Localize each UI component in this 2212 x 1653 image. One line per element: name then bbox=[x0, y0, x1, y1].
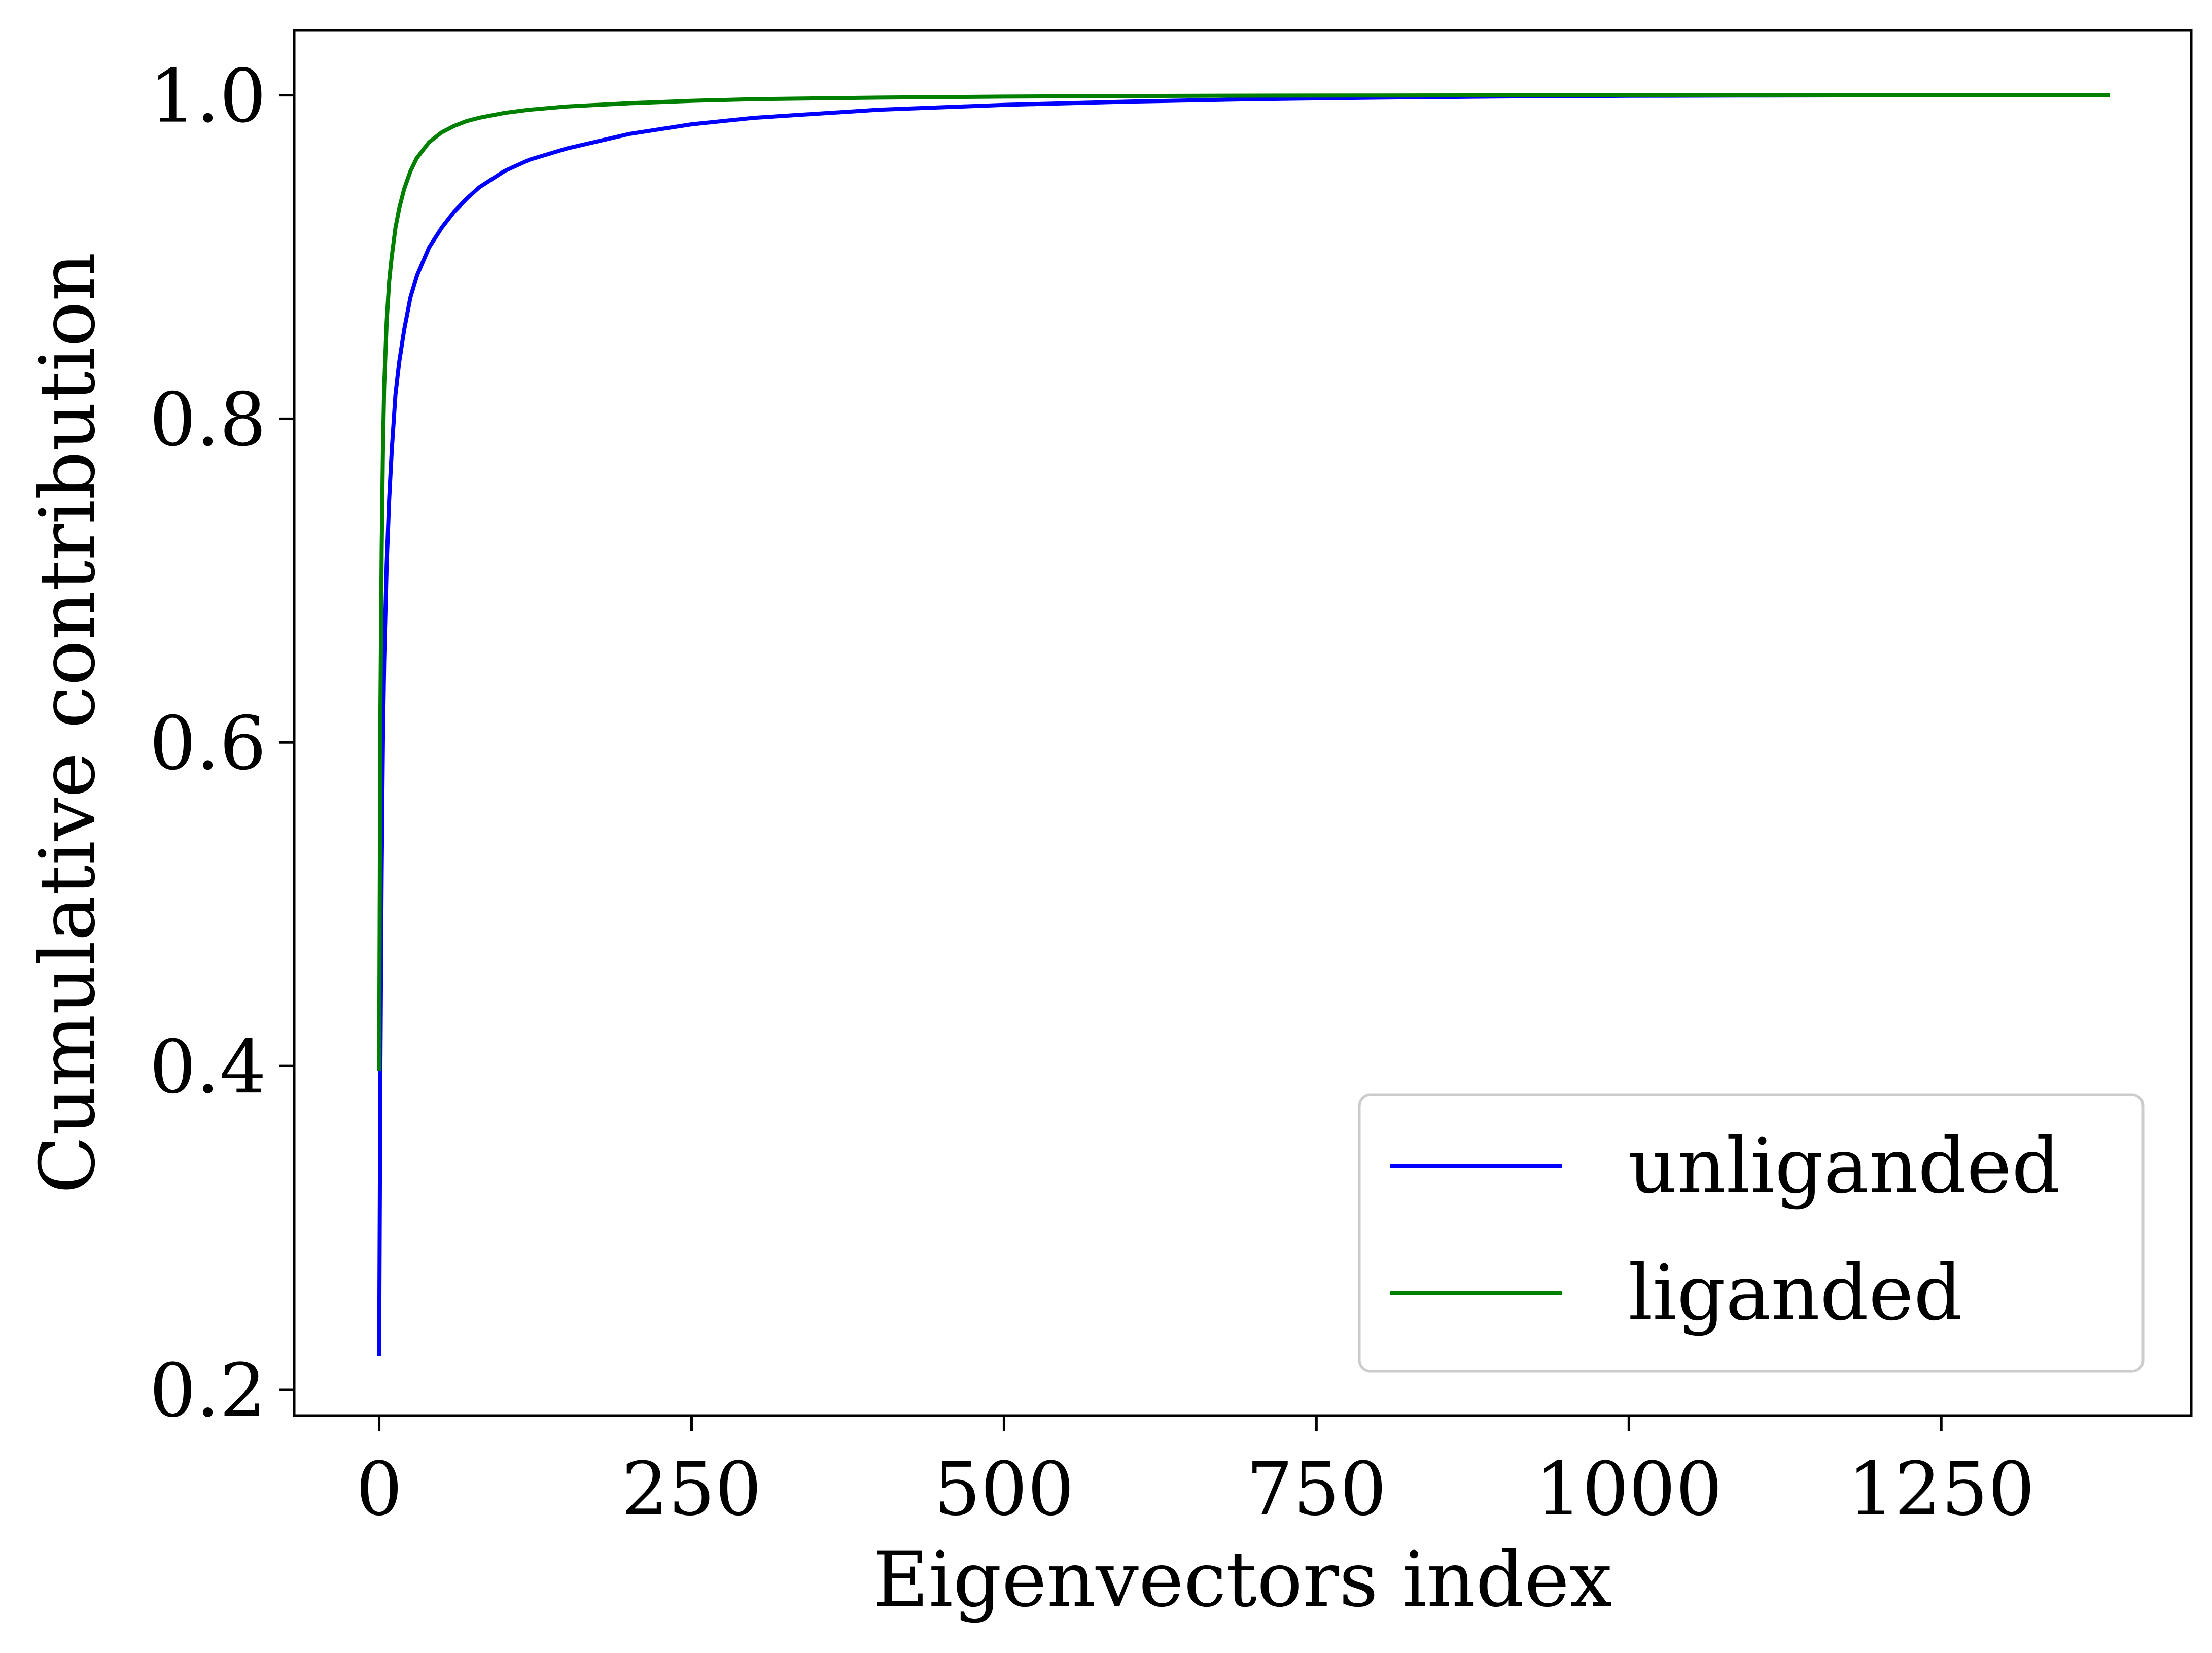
x-tick-label: 1250 bbox=[1848, 1447, 2035, 1532]
x-tick-label: 0 bbox=[356, 1447, 402, 1532]
x-tick-label: 250 bbox=[621, 1447, 762, 1532]
y-tick-label: 0.6 bbox=[149, 701, 266, 786]
y-axis: 0.2 0.4 0.6 0.8 1.0 bbox=[149, 54, 294, 1434]
y-tick-label: 1.0 bbox=[149, 54, 266, 140]
plot-frame bbox=[293, 29, 2193, 1417]
x-tick-label: 500 bbox=[934, 1447, 1074, 1532]
legend: unliganded liganded bbox=[1358, 1093, 2145, 1373]
y-axis-title: Cumulative contribution bbox=[24, 252, 112, 1194]
series-layer bbox=[377, 93, 2110, 1356]
legend-label-liganded: liganded bbox=[1628, 1249, 1962, 1337]
y-tick-label: 0.4 bbox=[149, 1024, 266, 1110]
x-axis: 0 250 500 750 1000 1250 bbox=[356, 1416, 2035, 1532]
legend-label-unliganded: unliganded bbox=[1628, 1122, 2060, 1211]
series-line-liganded bbox=[377, 93, 2110, 1071]
x-tick-label: 1000 bbox=[1535, 1447, 1723, 1532]
y-tick-label: 0.8 bbox=[149, 377, 266, 463]
x-axis-title: Eigenvectors index bbox=[873, 1536, 1612, 1624]
x-tick-label: 750 bbox=[1246, 1447, 1387, 1532]
y-tick-label: 0.2 bbox=[149, 1348, 266, 1434]
